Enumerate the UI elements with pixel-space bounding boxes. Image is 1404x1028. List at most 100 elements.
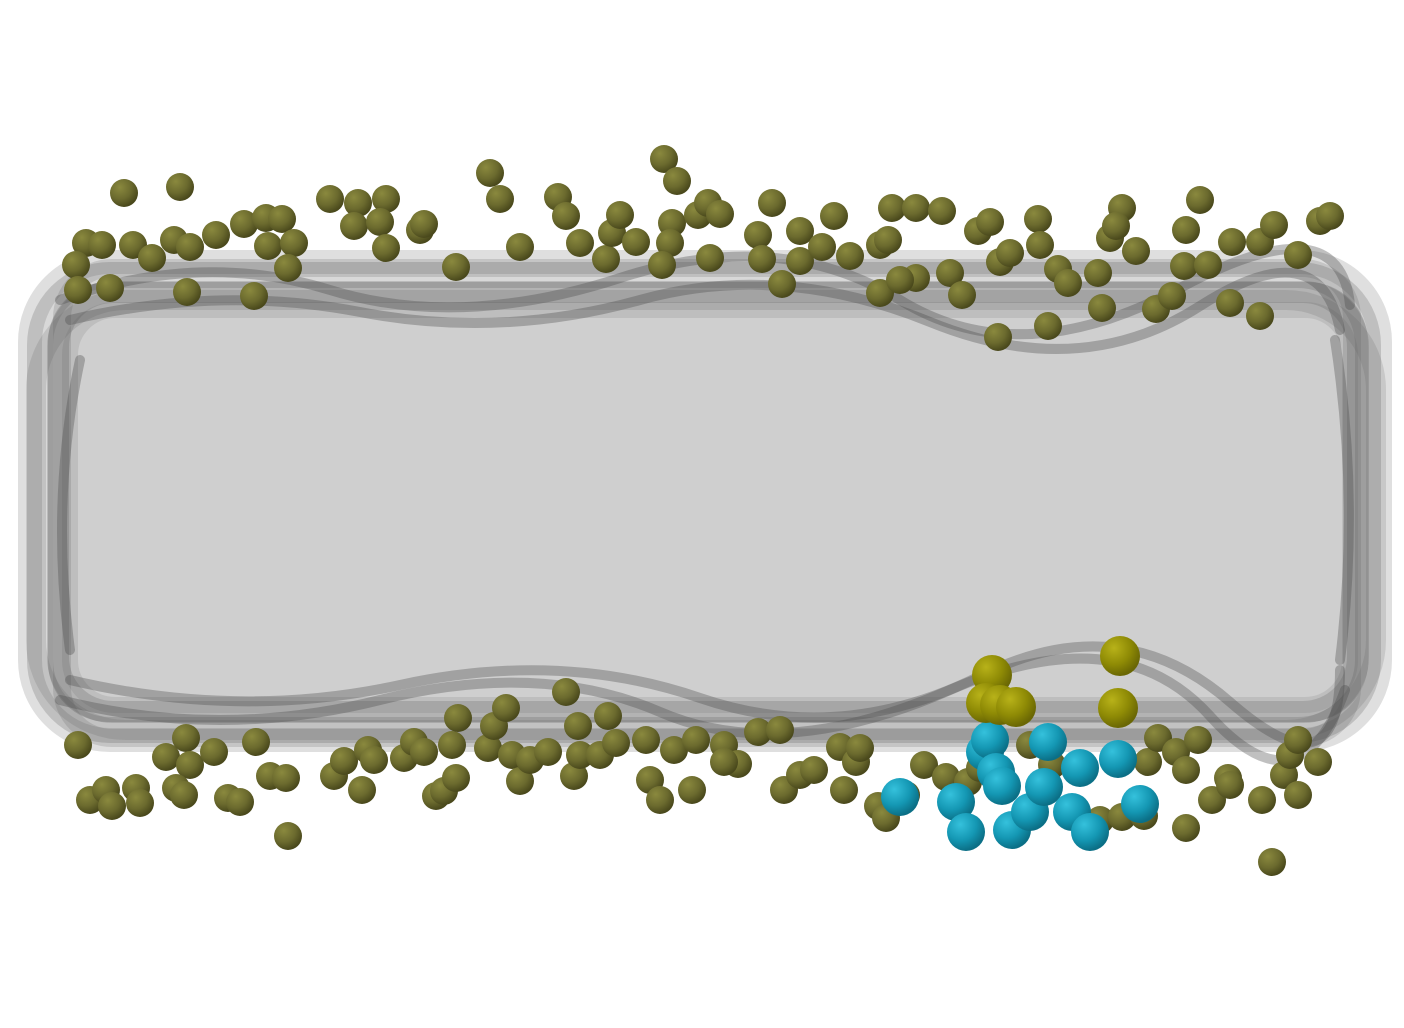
yellow-sphere-icon: [1098, 688, 1138, 728]
olive-sphere-icon: [650, 145, 678, 173]
olive-sphere-icon: [372, 185, 400, 213]
olive-sphere-icon: [98, 792, 126, 820]
olive-sphere-icon: [808, 233, 836, 261]
olive-sphere-icon: [176, 233, 204, 261]
olive-sphere-icon: [344, 189, 372, 217]
olive-sphere-icon: [166, 173, 194, 201]
olive-sphere-icon: [444, 704, 472, 732]
cyan-sphere-icon: [937, 783, 975, 821]
olive-sphere-icon: [486, 185, 514, 213]
olive-sphere-icon: [1248, 786, 1276, 814]
olive-sphere-icon: [902, 194, 930, 222]
olive-sphere-icon: [1088, 294, 1116, 322]
olive-sphere-icon: [566, 229, 594, 257]
olive-sphere-icon: [744, 718, 772, 746]
olive-sphere-icon: [1218, 228, 1246, 256]
olive-sphere-icon: [682, 726, 710, 754]
olive-sphere-icon: [622, 228, 650, 256]
olive-sphere-icon: [230, 210, 258, 238]
olive-sphere-icon: [800, 756, 828, 784]
olive-sphere-icon: [254, 232, 282, 260]
membrane-shell: [47, 281, 1369, 723]
olive-sphere-icon: [1034, 312, 1062, 340]
olive-sphere-icon: [340, 212, 368, 240]
cyan-sphere-icon: [1029, 723, 1067, 761]
olive-sphere-icon: [786, 247, 814, 275]
olive-sphere-icon: [663, 167, 691, 195]
olive-sphere-icon: [758, 189, 786, 217]
membrane-shell: [62, 302, 1358, 713]
olive-sphere-icon: [138, 244, 166, 272]
olive-sphere-icon: [476, 159, 504, 187]
olive-sphere-icon: [656, 229, 684, 257]
cyan-sphere-icon: [1061, 749, 1099, 787]
olive-sphere-icon: [272, 764, 300, 792]
olive-sphere-icon: [506, 233, 534, 261]
olive-sphere-icon: [88, 231, 116, 259]
olive-sphere-icon: [866, 279, 894, 307]
olive-sphere-icon: [280, 229, 308, 257]
olive-particles: [62, 145, 1344, 876]
olive-sphere-icon: [592, 245, 620, 273]
membrane-body: [48, 282, 1368, 722]
olive-sphere-icon: [242, 728, 270, 756]
olive-sphere-icon: [1102, 212, 1130, 240]
olive-sphere-icon: [910, 751, 938, 779]
olive-sphere-icon: [594, 702, 622, 730]
olive-sphere-icon: [878, 194, 906, 222]
olive-sphere-icon: [274, 254, 302, 282]
olive-sphere-icon: [1158, 282, 1186, 310]
olive-sphere-icon: [200, 738, 228, 766]
olive-sphere-icon: [372, 234, 400, 262]
olive-sphere-icon: [1216, 289, 1244, 317]
olive-sphere-icon: [766, 716, 794, 744]
olive-sphere-icon: [606, 201, 634, 229]
olive-sphere-icon: [410, 210, 438, 238]
olive-sphere-icon: [566, 741, 594, 769]
olive-sphere-icon: [1026, 231, 1054, 259]
olive-sphere-icon: [173, 278, 201, 306]
olive-sphere-icon: [744, 221, 772, 249]
olive-sphere-icon: [948, 281, 976, 309]
olive-sphere-icon: [786, 217, 814, 245]
olive-sphere-icon: [1186, 186, 1214, 214]
olive-sphere-icon: [632, 726, 660, 754]
olive-sphere-icon: [984, 323, 1012, 351]
olive-sphere-icon: [62, 251, 90, 279]
olive-sphere-icon: [836, 242, 864, 270]
olive-sphere-icon: [202, 221, 230, 249]
cyan-sphere-icon: [881, 778, 919, 816]
olive-sphere-icon: [768, 270, 796, 298]
olive-sphere-icon: [110, 179, 138, 207]
cyan-sphere-icon: [983, 767, 1021, 805]
olive-sphere-icon: [534, 738, 562, 766]
olive-sphere-icon: [820, 202, 848, 230]
membrane-ridge: [65, 267, 1345, 354]
olive-sphere-icon: [348, 776, 376, 804]
olive-sphere-icon: [1284, 781, 1312, 809]
olive-sphere-icon: [706, 200, 734, 228]
olive-sphere-icon: [442, 764, 470, 792]
olive-sphere-icon: [1304, 748, 1332, 776]
membrane: [18, 243, 1392, 766]
olive-sphere-icon: [1194, 251, 1222, 279]
membrane-ridge: [65, 641, 1345, 748]
yellow-particles: [966, 636, 1140, 728]
cyan-sphere-icon: [971, 721, 1009, 759]
olive-sphere-icon: [1316, 202, 1344, 230]
olive-sphere-icon: [1172, 814, 1200, 842]
yellow-sphere-icon: [1100, 636, 1140, 676]
olive-sphere-icon: [602, 729, 630, 757]
olive-sphere-icon: [646, 786, 674, 814]
olive-sphere-icon: [410, 738, 438, 766]
membrane-shell: [26, 290, 1386, 740]
olive-sphere-icon: [886, 266, 914, 294]
olive-sphere-icon: [1216, 771, 1244, 799]
olive-sphere-icon: [1172, 216, 1200, 244]
olive-sphere-icon: [366, 208, 394, 236]
olive-sphere-icon: [96, 274, 124, 302]
olive-sphere-icon: [474, 734, 502, 762]
olive-sphere-icon: [1084, 259, 1112, 287]
olive-sphere-icon: [696, 244, 724, 272]
